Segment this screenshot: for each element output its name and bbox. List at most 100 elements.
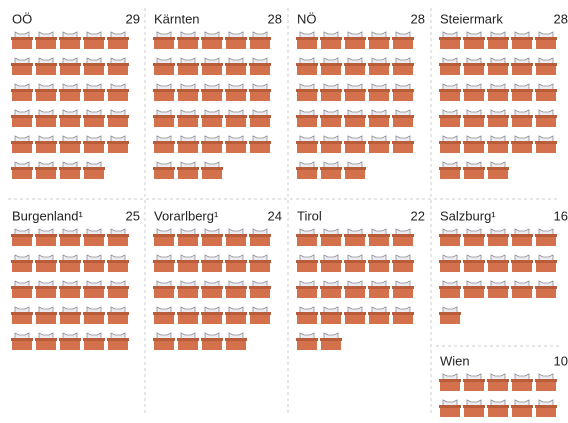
icon — [201, 110, 223, 127]
icon-lid — [153, 286, 175, 289]
icon — [59, 333, 81, 350]
icon — [177, 229, 199, 246]
icon-lid — [107, 141, 129, 144]
icon-lid — [511, 234, 533, 237]
icon-lid — [153, 141, 175, 144]
icon-lid — [487, 63, 509, 66]
icon-lid — [225, 37, 247, 40]
icon — [249, 110, 271, 127]
icon-lid — [511, 379, 533, 382]
icon — [392, 58, 414, 75]
icon-lid — [463, 37, 485, 40]
icon-lid — [35, 338, 57, 341]
icon-lid — [535, 89, 557, 92]
icon — [249, 136, 271, 153]
icon — [11, 307, 33, 324]
icon-lid — [83, 37, 105, 40]
icon — [83, 255, 105, 272]
icon — [320, 255, 342, 272]
icon — [107, 32, 129, 49]
icon-lid — [201, 312, 223, 315]
icon-lid — [153, 338, 175, 341]
icon — [511, 32, 533, 49]
chart: OÖ29Kärnten28NÖ28Steiermark28Burgenland¹… — [0, 0, 568, 423]
icon — [344, 136, 366, 153]
icon-lid — [11, 338, 33, 341]
icon — [225, 136, 247, 153]
icon-lid — [535, 63, 557, 66]
icon-lid — [35, 115, 57, 118]
icon — [59, 136, 81, 153]
icon — [225, 32, 247, 49]
icon-lid — [535, 260, 557, 263]
icon-lid — [535, 115, 557, 118]
icon-lid — [296, 234, 318, 237]
icon — [439, 281, 461, 298]
icon-lid — [487, 89, 509, 92]
icon — [487, 32, 509, 49]
icon-lid — [11, 312, 33, 315]
icon-lid — [35, 286, 57, 289]
icon — [11, 229, 33, 246]
icon-lid — [59, 260, 81, 263]
icon — [35, 307, 57, 324]
icon — [11, 58, 33, 75]
icon-lid — [296, 63, 318, 66]
icon — [225, 307, 247, 324]
icon-lid — [249, 260, 271, 263]
icon-lid — [201, 89, 223, 92]
icon — [344, 281, 366, 298]
icon — [11, 281, 33, 298]
icon-lid — [439, 89, 461, 92]
icon — [511, 229, 533, 246]
icon — [249, 32, 271, 49]
icon-lid — [344, 37, 366, 40]
icon-lid — [35, 167, 57, 170]
panel-value: 22 — [411, 208, 425, 223]
icon — [535, 84, 557, 101]
icon-lid — [83, 338, 105, 341]
icon — [392, 84, 414, 101]
icon — [35, 255, 57, 272]
icon-lid — [177, 286, 199, 289]
icon — [368, 229, 390, 246]
icon-lid — [59, 89, 81, 92]
icon — [35, 110, 57, 127]
icon-lid — [153, 167, 175, 170]
icon — [535, 229, 557, 246]
icon — [487, 374, 509, 391]
icon-lid — [320, 89, 342, 92]
icon-lid — [201, 37, 223, 40]
icon-lid — [153, 37, 175, 40]
icon-lid — [11, 37, 33, 40]
icon — [344, 162, 366, 179]
icon-lid — [368, 260, 390, 263]
icon-lid — [392, 286, 414, 289]
icon — [83, 281, 105, 298]
icon-lid — [59, 338, 81, 341]
icon-lid — [153, 63, 175, 66]
icon — [35, 229, 57, 246]
icon — [296, 84, 318, 101]
icon-lid — [320, 312, 342, 315]
icon — [153, 162, 175, 179]
icon — [344, 32, 366, 49]
icon-lid — [201, 141, 223, 144]
icon-lid — [296, 286, 318, 289]
icon-lid — [320, 286, 342, 289]
icon — [535, 32, 557, 49]
icon-lid — [439, 379, 461, 382]
icon-lid — [320, 234, 342, 237]
icon — [177, 84, 199, 101]
icon — [511, 255, 533, 272]
icon — [59, 162, 81, 179]
icon — [35, 281, 57, 298]
icon-lid — [296, 115, 318, 118]
icon — [487, 400, 509, 417]
icon-lid — [511, 286, 533, 289]
panel-name: NÖ — [297, 11, 317, 26]
icon-lid — [249, 312, 271, 315]
icon-lid — [153, 115, 175, 118]
icon — [344, 58, 366, 75]
icon-lid — [296, 37, 318, 40]
